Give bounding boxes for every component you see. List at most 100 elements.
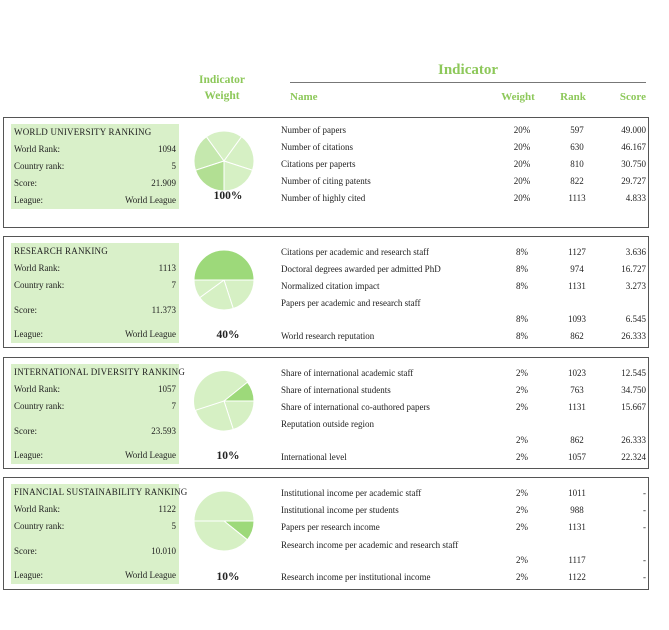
summary-world-rank: World Rank: 1122 [11,501,179,518]
indicator-name: Reputation outside region [281,419,374,429]
indicator-weight-header-line2: Weight [204,90,240,102]
indicator-weight: 2% [516,488,528,498]
indicator-weight-header-line1: Indicator [199,74,245,86]
indicator-weight: 8% [516,281,528,291]
indicator-name: Number of citations [281,142,353,152]
section-research-ranking: RESEARCH RANKING World Rank: 1113 Countr… [3,236,649,348]
indicator-rank: 1117 [568,555,586,565]
value: 1094 [158,144,176,154]
indicator-rank: 1057 [568,452,586,462]
value: 21.909 [151,178,176,188]
indicator-rank: 1131 [568,281,586,291]
label: League: [14,195,43,205]
indicator-score: 46.167 [621,142,646,152]
pie-slice [194,160,225,192]
value: World League [124,195,176,205]
weight-pie-chart [193,130,255,192]
indicator-name: Normalized citation impact [281,281,380,291]
indicator-score: 15.667 [621,402,646,412]
indicator-rank: 1093 [568,314,586,324]
indicator-rank: 862 [570,435,584,445]
weight-pie-chart [193,249,255,311]
indicator-weight: 20% [513,193,531,203]
indicator-row: Research income per academic and researc… [277,539,649,571]
value: 10.010 [151,546,176,556]
indicator-name: Share of international academic staff [281,368,414,378]
pie-slice [223,400,255,431]
pie-slice [223,136,255,171]
indicator-rank: 810 [570,159,584,169]
label: League: [14,329,43,339]
value: 5 [171,521,177,531]
indicator-rank: 1023 [568,368,586,378]
label: World Rank: [14,504,61,514]
indicator-name: Papers per academic and research staff [281,298,421,308]
col-header-weight: Weight [501,91,535,103]
section-international-diversity-ranking: INTERNATIONAL DIVERSITY RANKING World Ra… [3,357,649,469]
indicator-rank: 974 [570,264,584,274]
label: Country rank: [14,401,65,411]
indicator-name: Number of highly cited [281,193,366,203]
summary-country-rank: Country rank: 7 [11,277,179,294]
indicator-weight-header: Indicator Weight [186,72,258,104]
label: Country rank: [14,280,65,290]
pie-slice [223,279,255,310]
label: Score: [14,178,37,188]
indicator-score: 26.333 [621,331,646,341]
indicator-name: Citations per academic and research staf… [281,247,430,257]
summary-league: League: World League [11,447,179,464]
label: Score: [14,305,37,315]
indicator-score: 6.545 [625,314,646,324]
indicator-weight: 2% [516,452,528,462]
value: 5 [171,161,177,171]
indicator-score: 49.000 [621,125,646,135]
label: World Rank: [14,144,61,154]
indicator-rank: 1127 [568,247,586,257]
summary-box: INTERNATIONAL DIVERSITY RANKING World Ra… [11,364,185,464]
value: 7 [171,280,177,290]
weight-percentage: 10% [216,450,240,462]
label: World Rank: [14,384,61,394]
value: 23.593 [151,426,176,436]
col-header-rank: Rank [560,91,586,103]
indicator-name: Papers per research income [281,522,380,532]
summary-league: League: World League [11,567,179,584]
indicator-name: Institutional income per academic staff [281,488,422,498]
indicator-rank: 630 [570,142,584,152]
indicator-weight: 2% [516,505,528,515]
indicator-name: Number of papers [281,125,346,135]
indicator-name: Share of international co-authored paper… [281,402,430,412]
value: 1113 [158,263,176,273]
label: Score: [14,426,37,436]
indicator-weight: 8% [516,264,528,274]
indicator-name: Citations per paperts [281,159,356,169]
pie-slice [193,520,249,552]
indicator-rank: 862 [570,331,584,341]
summary-score: Score: 11.373 [11,294,179,326]
pie-slice-highlight [193,249,255,281]
weight-percentage: 40% [216,329,240,341]
indicator-score: 29.727 [621,176,646,186]
pie-slice [205,130,243,162]
indicator-rank: 1011 [568,488,586,498]
indicator-name: Number of citing patents [281,176,371,186]
indicator-score: 22.324 [621,452,646,462]
summary-box: RESEARCH RANKING World Rank: 1113 Countr… [11,243,179,343]
summary-title: WORLD UNIVERSITY RANKING [14,127,152,137]
indicator-rank: 1131 [568,402,586,412]
indicator-score: - [643,488,646,498]
indicator-weight: 8% [516,314,528,324]
summary-title: FINANCIAL SUSTAINABILITY RANKING [14,487,188,497]
indicator-weight: 20% [513,125,531,135]
pie-slice [199,279,234,311]
indicator-name: Research income per academic and researc… [281,540,459,550]
indicator-weight: 2% [516,555,528,565]
indicator-weight: 20% [513,176,531,186]
label: Score: [14,546,37,556]
summary-country-rank: Country rank: 5 [11,158,179,175]
pie-slice [193,136,225,171]
indicator-name: Institutional income per students [281,505,399,515]
indicator-score: 26.333 [621,435,646,445]
header-divider [290,82,646,83]
label: League: [14,570,43,580]
